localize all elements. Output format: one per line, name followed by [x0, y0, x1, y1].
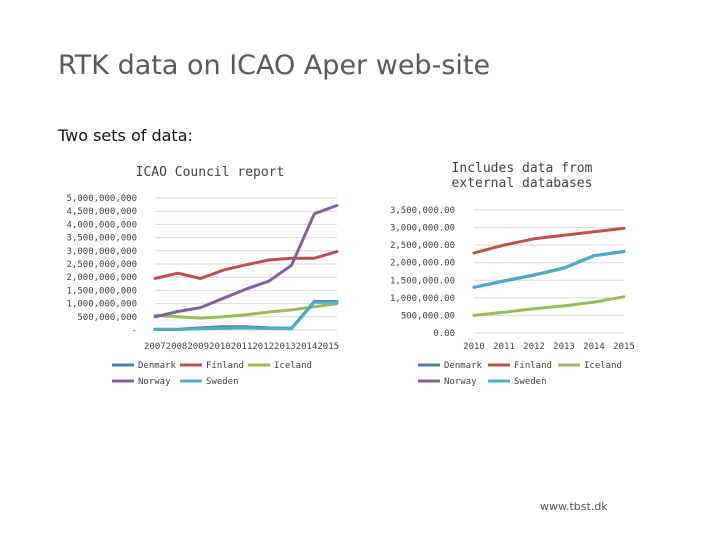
y-tick-label: 3,500,000,000 [67, 234, 137, 244]
series-line-finland [153, 250, 339, 280]
y-tick-label: 3,000,000,000 [67, 247, 137, 257]
chart-title: external databases [452, 176, 593, 191]
series-line-finland [472, 226, 626, 255]
y-tick-label: 5,000,000,000 [67, 194, 137, 204]
y-tick-label: 3,000,000.00 [390, 224, 455, 234]
y-tick-label: 500,000.00 [401, 311, 455, 321]
legend-label-sweden: Sweden [206, 377, 239, 387]
y-tick-label: 2,500,000.00 [390, 241, 455, 251]
y-tick-label: 4,000,000,000 [67, 220, 137, 230]
y-tick-label: 1,000,000.00 [390, 294, 455, 304]
x-tick-label: 2015 [613, 342, 635, 352]
y-tick-label: 1,500,000,000 [67, 286, 137, 296]
legend-label-iceland: Iceland [274, 361, 312, 371]
y-tick-label: 3,500,000.00 [390, 206, 455, 216]
legend-label-denmark: Denmark [138, 361, 177, 371]
series-line-iceland [153, 302, 339, 320]
y-tick-label: - [132, 326, 137, 336]
chart-title: ICAO Council report [136, 165, 285, 180]
slide-title: RTK data on ICAO Aper web-site [58, 50, 491, 81]
legend-label-norway: Norway [138, 377, 171, 387]
slide-subtitle: Two sets of data: [58, 126, 193, 145]
x-tick-label: 2012 [523, 342, 545, 352]
x-tick-label: 2013 [553, 342, 575, 352]
legend-label-sweden: Sweden [514, 377, 547, 387]
y-tick-label: 1,500,000.00 [390, 276, 455, 286]
legend-label-denmark: Denmark [444, 361, 483, 371]
legend-label-finland: Finland [206, 361, 244, 371]
y-tick-label: 4,500,000,000 [67, 207, 137, 217]
chart-title: Includes data from [452, 161, 593, 176]
series-line-norway [153, 203, 339, 319]
y-tick-label: 0.00 [433, 329, 455, 339]
x-tick-label: 2011 [493, 342, 515, 352]
x-tick-label: 2010 [463, 342, 485, 352]
legend-label-norway: Norway [444, 377, 477, 387]
series-line-sweden [153, 300, 339, 331]
series-line-iceland [472, 295, 626, 317]
footer-url[interactable]: www.tbst.dk [540, 500, 608, 513]
y-tick-label: 2,500,000,000 [67, 260, 137, 270]
y-tick-label: 2,000,000,000 [67, 273, 137, 283]
legend-label-finland: Finland [514, 361, 552, 371]
x-tick-label: 2014 [583, 342, 605, 352]
y-tick-label: 2,000,000.00 [390, 259, 455, 269]
series-line-sweden [472, 250, 626, 289]
x-tick-label: 200720082009201020112012201320142015 [144, 342, 339, 352]
y-tick-label: 1,000,000,000 [67, 300, 137, 310]
legend-label-iceland: Iceland [584, 361, 622, 371]
y-tick-label: 500,000,000 [77, 313, 137, 323]
